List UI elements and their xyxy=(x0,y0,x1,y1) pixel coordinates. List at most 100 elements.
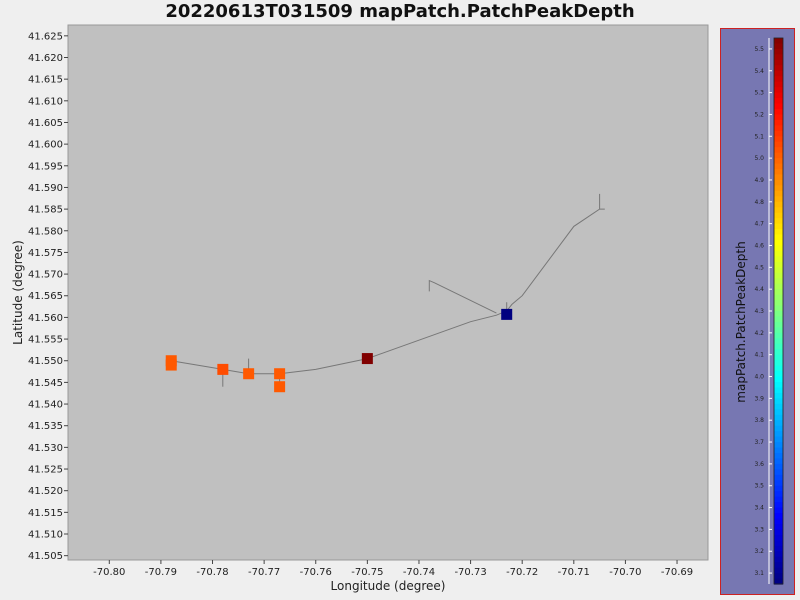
y-tick-label: 41.520 xyxy=(28,486,63,497)
colorbar-segment xyxy=(774,300,783,307)
colorbar-tick-label: 4.0 xyxy=(754,374,764,381)
y-tick-label: 41.625 xyxy=(28,31,63,42)
data-point xyxy=(217,363,229,375)
x-tick-label: -70.72 xyxy=(506,567,538,578)
colorbar-tick-label: 4.2 xyxy=(754,330,764,337)
colorbar-segment xyxy=(774,332,783,339)
colorbar-segment xyxy=(774,87,783,94)
colorbar-segment xyxy=(774,283,783,290)
colorbar-segment xyxy=(774,556,783,563)
colorbar-segment xyxy=(774,54,783,61)
y-axis-title: Latitude (degree) xyxy=(11,240,25,345)
colorbar-tick-label: 3.3 xyxy=(754,526,764,533)
colorbar-tick-label: 5.0 xyxy=(754,155,764,162)
colorbar-segment xyxy=(774,376,783,383)
y-tick-label: 41.510 xyxy=(28,530,63,541)
y-tick-label: 41.600 xyxy=(28,140,63,151)
colorbar-tick-label: 3.9 xyxy=(754,395,764,402)
colorbar-segment xyxy=(774,234,783,241)
colorbar-segment xyxy=(774,108,783,116)
colorbar-segment xyxy=(774,360,783,367)
colorbar-segment xyxy=(774,130,783,137)
colorbar-segment xyxy=(774,311,783,318)
colorbar-tick-label: 4.3 xyxy=(754,308,764,315)
colorbar-segment xyxy=(774,65,783,72)
data-point xyxy=(165,359,177,371)
y-tick-label: 41.565 xyxy=(28,291,63,302)
x-tick-label: -70.80 xyxy=(93,567,125,578)
colorbar-segment xyxy=(774,523,783,530)
y-tick-label: 41.545 xyxy=(28,378,63,389)
colorbar-tick-label: 3.1 xyxy=(754,570,764,577)
x-axis-title: Longitude (degree) xyxy=(331,579,446,593)
colorbar-segment xyxy=(774,174,783,181)
colorbar-segment xyxy=(774,458,783,465)
colorbar-segment xyxy=(774,327,783,334)
colorbar-segment xyxy=(774,250,783,257)
colorbar-segment xyxy=(774,207,783,214)
y-tick-label: 41.540 xyxy=(28,400,63,411)
colorbar-segment xyxy=(774,212,783,219)
colorbar-segment xyxy=(774,256,783,263)
x-tick-label: -70.73 xyxy=(454,567,486,578)
y-tick-label: 41.525 xyxy=(28,465,63,476)
colorbar-segment xyxy=(774,261,783,268)
colorbar-segment xyxy=(774,98,783,105)
colorbar-tick-label: 5.4 xyxy=(754,68,764,75)
y-tick-label: 41.615 xyxy=(28,75,63,86)
colorbar-segment xyxy=(774,343,783,350)
colorbar-segment xyxy=(774,38,783,45)
colorbar-segment xyxy=(774,496,783,503)
data-point xyxy=(274,381,286,393)
y-tick-label: 41.610 xyxy=(28,96,63,107)
colorbar-segment xyxy=(774,119,783,126)
colorbar-segment xyxy=(774,540,783,547)
colorbar-segment xyxy=(774,201,783,208)
colorbar-segment xyxy=(774,141,783,148)
colorbar-segment xyxy=(774,474,783,481)
colorbar-segment xyxy=(774,289,783,296)
data-point xyxy=(274,368,286,380)
colorbar-tick-label: 3.7 xyxy=(754,439,764,446)
colorbar-segment xyxy=(774,545,783,552)
colorbar-segment xyxy=(774,114,783,121)
colorbar-segment xyxy=(774,125,783,132)
colorbar-segment xyxy=(774,529,783,536)
y-tick-label: 41.550 xyxy=(28,356,63,367)
colorbar-segment xyxy=(774,507,783,514)
colorbar-tick-label: 4.4 xyxy=(754,286,764,293)
colorbar-segment xyxy=(774,278,783,285)
plot-area xyxy=(67,24,709,561)
x-tick-label: -70.69 xyxy=(661,567,693,578)
colorbar-tick-label: 4.9 xyxy=(754,177,764,184)
colorbar-segment xyxy=(774,365,783,372)
axes: -70.80 -70.79 -70.78 -70.77 -70.76 -70.75 -70.… xyxy=(11,31,693,593)
y-tick-label: 41.585 xyxy=(28,205,63,216)
colorbar-tick-label: 4.6 xyxy=(754,242,764,249)
colorbar-segment xyxy=(774,179,783,187)
colorbar-segment xyxy=(774,136,783,143)
colorbar-segment xyxy=(774,392,783,399)
colorbar-segment xyxy=(774,223,783,230)
colorbar-segment xyxy=(774,76,783,83)
x-tick-label: -70.75 xyxy=(351,567,383,578)
colorbar-segment xyxy=(774,513,783,520)
colorbar-segment xyxy=(774,447,783,454)
colorbar-segment xyxy=(774,103,783,110)
x-tick-label: -70.78 xyxy=(196,567,228,578)
colorbar-segment xyxy=(774,316,783,323)
colorbar-segment xyxy=(774,163,783,170)
colorbar-segment xyxy=(774,81,783,88)
x-tick-label: -70.79 xyxy=(145,567,177,578)
plot-background xyxy=(67,24,709,561)
colorbar-tick-label: 5.1 xyxy=(754,133,764,140)
colorbar-segment xyxy=(774,578,783,585)
x-tick-label: -70.74 xyxy=(403,567,435,578)
colorbar-tick-label: 5.3 xyxy=(754,90,764,97)
colorbar-segment xyxy=(774,431,783,438)
colorbar-segment xyxy=(774,414,783,421)
colorbar-segment xyxy=(774,229,783,236)
colorbar-segment xyxy=(774,480,783,487)
colorbar-tick-label: 3.4 xyxy=(754,505,764,512)
